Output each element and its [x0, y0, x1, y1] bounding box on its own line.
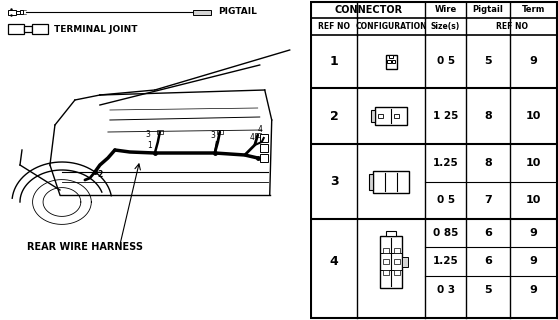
Text: 10: 10	[526, 195, 541, 205]
Text: REF NO: REF NO	[496, 22, 527, 31]
Bar	[392, 60, 395, 63]
Text: 0 5: 0 5	[436, 57, 455, 67]
Text: REF NO: REF NO	[318, 22, 350, 31]
Text: 6: 6	[484, 228, 492, 238]
Bar	[393, 270, 400, 275]
Text: Wire: Wire	[435, 5, 457, 14]
Text: 1: 1	[330, 55, 339, 68]
Text: Size(s): Size(s)	[431, 22, 460, 31]
Text: 5: 5	[484, 285, 492, 295]
Bar	[386, 54, 397, 68]
Text: 7: 7	[484, 195, 492, 205]
Bar	[371, 110, 375, 122]
Bar	[157, 130, 163, 134]
Bar	[259, 144, 268, 152]
Text: 9: 9	[530, 228, 537, 238]
Text: TERMINAL JOINT: TERMINAL JOINT	[54, 25, 137, 34]
Text: 10: 10	[526, 111, 541, 121]
Bar	[259, 154, 268, 162]
Bar	[383, 259, 389, 264]
Text: Term: Term	[522, 5, 545, 14]
Bar	[386, 230, 396, 236]
Text: 4: 4	[257, 125, 262, 134]
Text: Pigtail: Pigtail	[473, 5, 503, 14]
Bar	[402, 257, 408, 267]
Text: 3: 3	[146, 130, 150, 139]
Bar	[259, 134, 268, 142]
Bar	[393, 259, 400, 264]
Text: 0 85: 0 85	[433, 228, 458, 238]
Bar	[387, 60, 391, 63]
Bar	[217, 130, 223, 134]
Text: 1 25: 1 25	[433, 111, 458, 121]
Bar	[16, 11, 20, 13]
Text: 0 5: 0 5	[436, 195, 455, 205]
Text: 10: 10	[526, 158, 541, 168]
Text: 1.25: 1.25	[433, 257, 459, 267]
Bar	[394, 114, 399, 118]
Text: 8: 8	[484, 158, 492, 168]
Bar	[378, 114, 383, 118]
Text: 3: 3	[210, 131, 215, 140]
Text: 6: 6	[484, 257, 492, 267]
Bar	[393, 248, 400, 253]
Bar	[383, 248, 389, 253]
Text: 9: 9	[530, 285, 537, 295]
Text: REAR WIRE HARNESS: REAR WIRE HARNESS	[27, 242, 143, 252]
Bar	[369, 173, 373, 189]
Bar	[24, 26, 32, 32]
Bar	[383, 270, 389, 275]
Text: CONNECTOR: CONNECTOR	[334, 5, 402, 15]
Text: 4: 4	[330, 255, 339, 268]
Bar	[373, 171, 409, 193]
Text: 9: 9	[530, 257, 537, 267]
Bar	[255, 133, 261, 137]
Text: 1: 1	[147, 141, 152, 150]
Text: 9: 9	[530, 57, 537, 67]
Text: PIGTAIL: PIGTAIL	[218, 7, 257, 17]
Bar	[8, 10, 16, 14]
Text: 4: 4	[249, 133, 254, 142]
Text: 0 3: 0 3	[436, 285, 455, 295]
Bar	[32, 24, 48, 34]
Text: 2: 2	[330, 109, 339, 123]
Bar	[8, 24, 24, 34]
Text: 5: 5	[484, 57, 492, 67]
Bar	[375, 107, 407, 125]
Text: 2: 2	[97, 170, 103, 179]
Bar	[389, 54, 393, 58]
Text: 3: 3	[330, 175, 339, 188]
Text: 8: 8	[484, 111, 492, 121]
Text: 1.25: 1.25	[433, 158, 459, 168]
Bar	[380, 236, 402, 287]
Bar	[193, 10, 211, 14]
Bar	[20, 10, 23, 14]
Text: CONFIGURATION: CONFIGURATION	[355, 22, 427, 31]
